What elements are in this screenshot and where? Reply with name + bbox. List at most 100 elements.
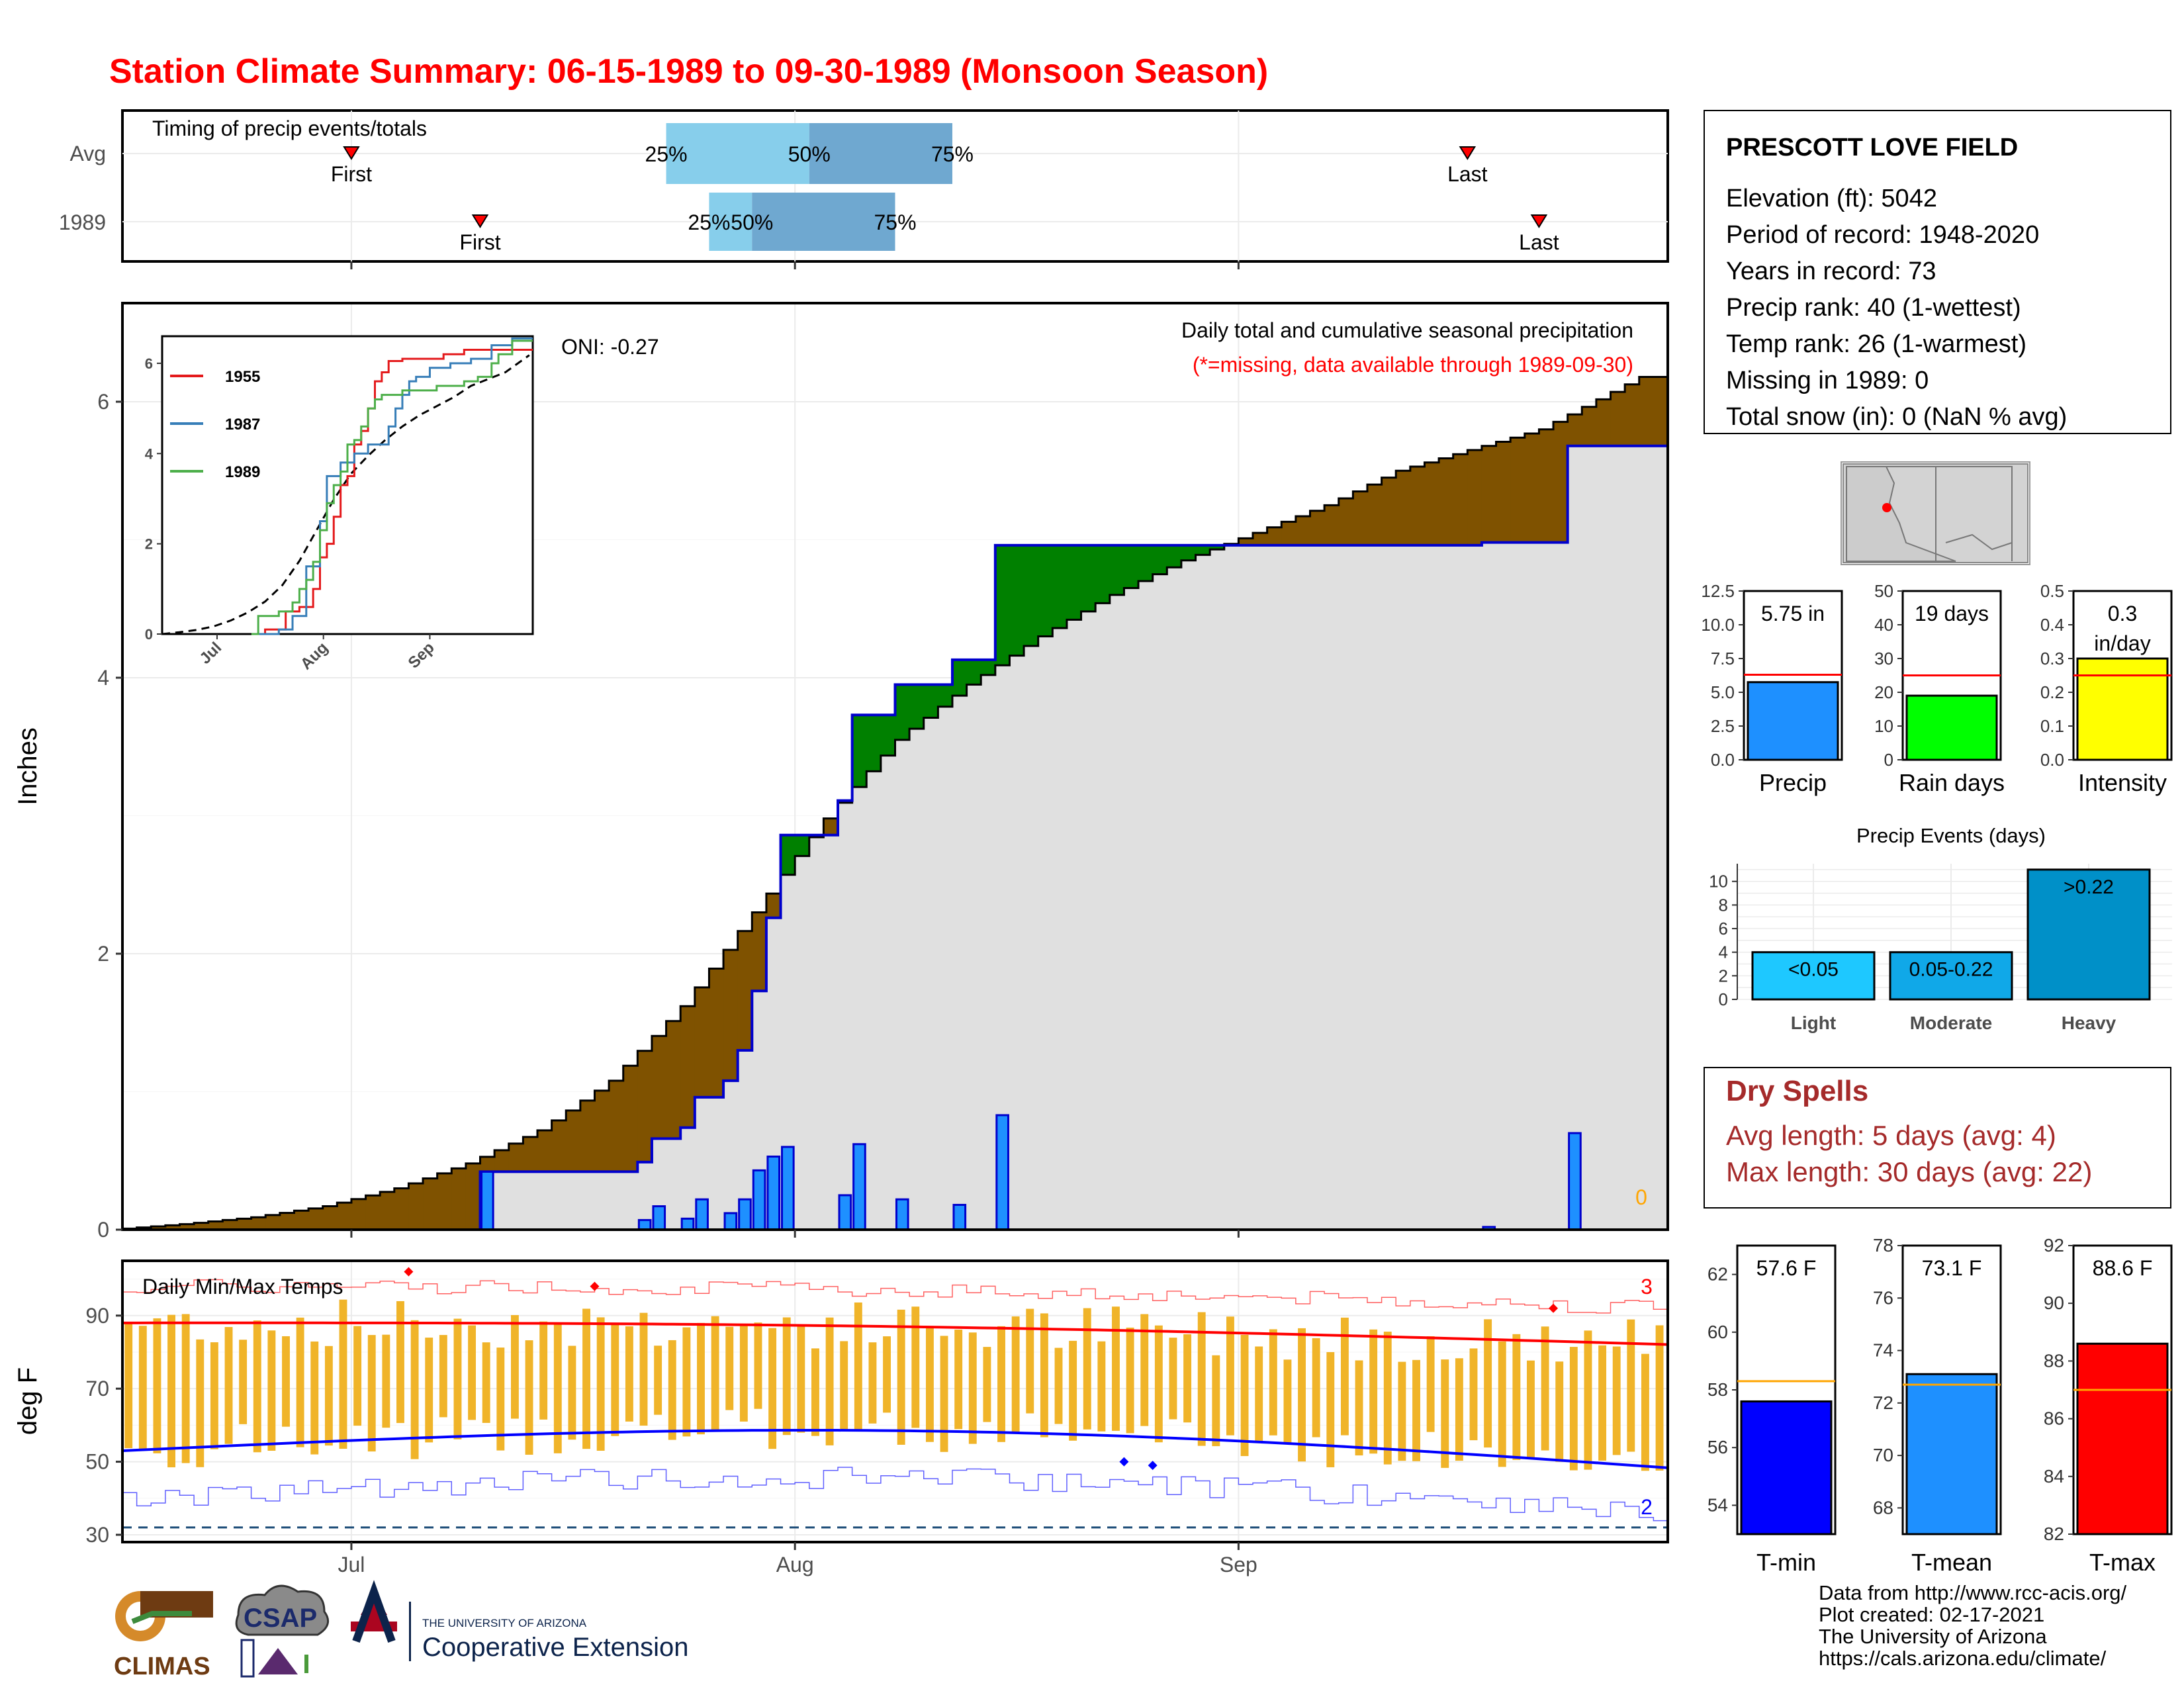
daily-temp-range [1512, 1334, 1521, 1460]
below-average-area [723, 950, 739, 1081]
temp-summary-category-label: T-min [1756, 1549, 1816, 1576]
dry-spells-title: Dry Spells [1726, 1075, 1868, 1107]
below-average-area [1481, 445, 1497, 543]
temp-summary-tick-label: 86 [2044, 1408, 2064, 1429]
temp-summary-tick-label: 92 [2044, 1235, 2064, 1256]
below-average-area [623, 1066, 638, 1172]
daily-temp-range [267, 1330, 276, 1451]
below-average-area [1453, 454, 1468, 545]
daily-precip-bar [637, 1218, 652, 1231]
first-event-label: First [331, 162, 372, 186]
below-average-area [165, 1225, 181, 1230]
daily-temp-range [425, 1338, 433, 1443]
above-average-area [1009, 545, 1024, 656]
daily-temp-range [496, 1348, 505, 1451]
daily-temp-range [1226, 1316, 1234, 1436]
temp-summary-tick-label: 70 [1873, 1445, 1893, 1465]
daily-temp-range [367, 1335, 376, 1452]
daily-temp-range [968, 1332, 977, 1444]
record-low-marker [1119, 1457, 1129, 1467]
summary-value-label: 5.75 in [1761, 602, 1825, 625]
above-average-area [1024, 545, 1039, 647]
below-average-area [1295, 516, 1311, 545]
footer-line-source: Data from http://www.rcc-acis.org/ [1819, 1581, 2127, 1604]
daily-precip-bar [838, 1194, 852, 1231]
below-average-area [566, 1110, 581, 1172]
precip-missing-count: 0 [1635, 1185, 1647, 1209]
below-average-area [752, 912, 767, 991]
events-bar-label: >0.22 [2064, 876, 2114, 898]
above-average-area [952, 659, 968, 696]
daily-precip-bar [480, 1170, 494, 1231]
summary-bar-intensity [2076, 657, 2169, 761]
below-average-area [1596, 399, 1612, 446]
average-min-line [122, 1428, 1668, 1469]
inset-legend-label: 1955 [225, 368, 260, 386]
temp-summary-tick-label: 60 [1707, 1322, 1728, 1342]
events-tick-label: 8 [1719, 895, 1728, 915]
timing-row-1989-label: 1989 [59, 210, 106, 234]
below-average-area [1396, 471, 1411, 545]
above-average-area [1167, 545, 1182, 568]
daily-temp-range [310, 1341, 319, 1455]
quartile-bar-lower [709, 193, 752, 251]
summary-tick-label: 0.0 [1711, 750, 1735, 770]
quartile-label-25: 25% [645, 142, 688, 166]
above-average-area [981, 659, 996, 675]
daily-temp-range [1054, 1348, 1063, 1424]
daily-temp-range [1484, 1319, 1492, 1448]
record-high-marker [590, 1281, 600, 1291]
record-high-line [122, 1279, 1668, 1314]
temp-summary-bar-t-min [1740, 1400, 1833, 1535]
summary-tick-label: 10 [1874, 716, 1893, 736]
below-average-area [322, 1206, 338, 1230]
precip-caption: Daily total and cumulative seasonal prec… [1181, 318, 1633, 342]
above-average-area [938, 684, 953, 707]
below-average-area [423, 1178, 438, 1230]
events-tick-label: 4 [1719, 942, 1728, 962]
footer-line-institution: The University of Arizona [1819, 1625, 2047, 1648]
inset-ytick-label: 6 [145, 355, 153, 372]
summary-tick-label: 0.0 [2040, 750, 2064, 770]
above-average-area [895, 684, 910, 740]
quartile-label-75: 75% [931, 142, 974, 166]
dry-spells-box: Dry Spells Avg length: 5 days (avg: 4) M… [1704, 1067, 2171, 1209]
daily-temp-range [1183, 1334, 1192, 1423]
below-average-area [1367, 484, 1383, 545]
logo-strip: CLIMAS CSAP THE UNIVERSITY OF ARIZONA Co… [106, 1575, 768, 1688]
below-average-area [480, 1156, 495, 1172]
daily-precip-bar [1568, 1132, 1582, 1231]
daily-temp-range [339, 1299, 347, 1449]
summary-category-label: Precip [1759, 769, 1827, 796]
below-average-area [1338, 498, 1353, 545]
below-average-area [766, 893, 782, 918]
temp-summary-tick-label: 56 [1707, 1437, 1728, 1457]
summary-category-label: Intensity [2078, 769, 2167, 796]
ua-big-text: Cooperative Extension [422, 1633, 688, 1662]
daily-temp-range [1441, 1359, 1449, 1468]
below-average-area [222, 1220, 238, 1230]
daily-temp-range [253, 1320, 261, 1453]
below-average-area [236, 1218, 252, 1230]
temp-summary-value-label: 73.1 F [1922, 1256, 1982, 1280]
daily-temp-range [1569, 1347, 1578, 1471]
daily-temp-range [468, 1325, 477, 1420]
below-average-area [308, 1208, 324, 1230]
timing-panel-title: Timing of precip events/totals [152, 116, 427, 140]
daily-temp-range [353, 1326, 362, 1426]
daily-temp-range [911, 1306, 920, 1428]
quartile-label-50: 50% [788, 142, 831, 166]
below-average-area [694, 987, 710, 1097]
daily-temp-range [124, 1323, 133, 1448]
daily-temp-range [324, 1346, 333, 1446]
record-high-count: 3 [1641, 1275, 1653, 1299]
daily-precip-bar [995, 1114, 1009, 1231]
first-event-label: First [459, 230, 500, 254]
above-average-area [923, 684, 938, 718]
daily-temp-range [625, 1326, 633, 1422]
below-average-area [437, 1173, 452, 1230]
station-info-box: PRESCOTT LOVE FIELD Elevation (ft): 5042… [1704, 110, 2171, 434]
above-average-area [1181, 545, 1197, 561]
daily-temp-range [697, 1322, 705, 1435]
below-average-area [537, 1130, 553, 1172]
